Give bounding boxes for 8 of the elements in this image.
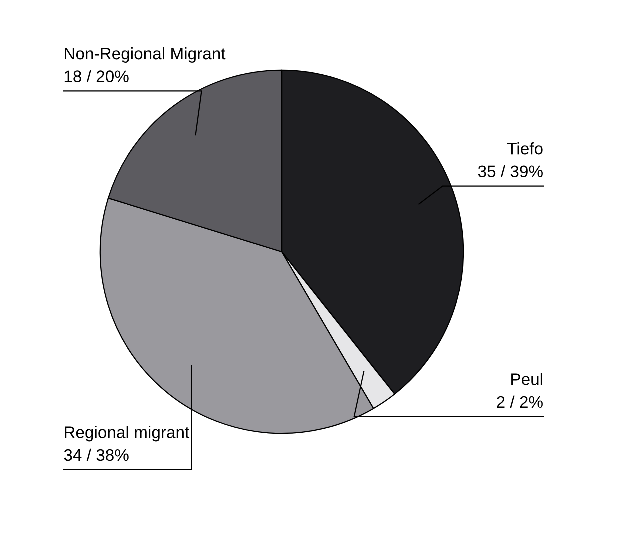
data-label: 18 / 20% xyxy=(64,70,129,82)
data-label: 35 / 39% xyxy=(478,165,543,178)
data-label: 2 / 2% xyxy=(497,396,543,408)
data-label: 34 / 38% xyxy=(64,448,129,462)
slice-label: Non-Regional Migrant xyxy=(65,47,226,63)
slice-label: Peul xyxy=(512,373,542,386)
slice-label: Tiefo xyxy=(507,142,543,155)
slice-label: Regional migrant xyxy=(65,426,190,442)
